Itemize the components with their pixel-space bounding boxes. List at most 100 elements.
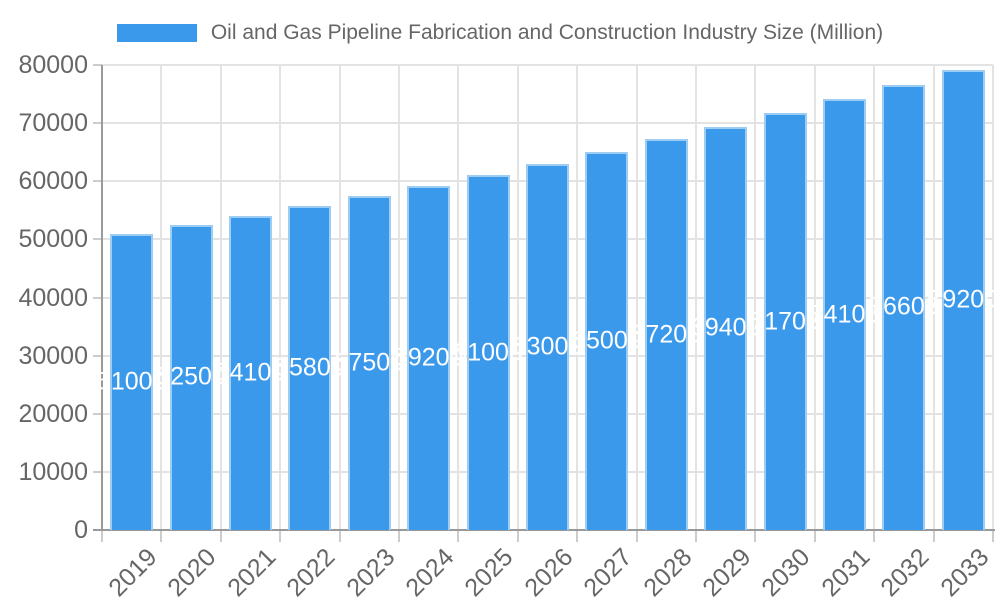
- x-axis-tick: [101, 530, 103, 542]
- y-grid-line: [102, 64, 993, 66]
- y-grid-line: [102, 122, 993, 125]
- x-tick-label: 2032: [875, 543, 935, 600]
- bar-value-label: 65000: [572, 326, 642, 355]
- y-axis-tick: [93, 354, 102, 357]
- x-tick-label: 2031: [816, 543, 876, 600]
- bar-value-label: 51000: [96, 367, 167, 396]
- x-grid-line: [398, 65, 400, 530]
- bar: [288, 205, 332, 530]
- y-tick-label: 40000: [18, 283, 88, 312]
- x-axis-tick: [576, 530, 579, 542]
- bar: [229, 215, 272, 530]
- x-tick-label: 2019: [103, 543, 163, 600]
- x-tick-label: 2020: [162, 543, 222, 600]
- bar-value-label: 76600: [869, 292, 939, 321]
- x-axis-tick: [635, 530, 638, 542]
- legend-swatch-icon[interactable]: [116, 24, 197, 42]
- y-axis-tick: [93, 64, 102, 66]
- bar: [941, 69, 985, 530]
- x-grid-line: [932, 65, 935, 530]
- x-grid-line: [160, 65, 163, 530]
- y-tick-label: 60000: [18, 167, 88, 196]
- x-tick-label: 2022: [281, 543, 341, 600]
- bar-value-label: 71700: [750, 307, 820, 336]
- bar-value-label: 67200: [631, 320, 702, 349]
- bar: [644, 139, 688, 530]
- y-axis-tick: [93, 296, 102, 299]
- x-axis-line: [93, 529, 995, 531]
- y-axis-tick: [93, 470, 102, 473]
- bar: [704, 126, 748, 530]
- x-axis-tick: [457, 530, 460, 542]
- bar: [585, 152, 629, 530]
- x-tick-label: 2024: [400, 543, 460, 600]
- x-axis-tick: [279, 530, 282, 542]
- x-tick-label: 2027: [578, 543, 638, 600]
- y-axis-tick: [93, 412, 102, 415]
- x-axis-tick: [219, 530, 222, 542]
- x-grid-line: [576, 65, 579, 530]
- bar: [407, 185, 451, 530]
- y-tick-label: 0: [74, 516, 88, 544]
- x-tick-label: 2021: [222, 543, 282, 600]
- bar: [882, 84, 926, 530]
- x-grid-line: [873, 65, 876, 530]
- bar: [110, 233, 154, 530]
- y-axis-line: [101, 65, 103, 530]
- x-grid-line: [279, 65, 282, 530]
- y-tick-label: 70000: [18, 109, 88, 138]
- x-grid-line: [338, 65, 341, 530]
- x-axis-tick: [695, 530, 697, 542]
- x-axis-tick: [932, 530, 935, 542]
- legend-label[interactable]: Oil and Gas Pipeline Fabrication and Con…: [210, 21, 884, 44]
- bar-value-label: 55800: [275, 353, 345, 382]
- y-tick-label: 30000: [18, 341, 88, 370]
- x-grid-line: [635, 65, 638, 530]
- x-tick-label: 2025: [459, 543, 519, 600]
- x-tick-label: 2023: [340, 543, 401, 600]
- y-axis-tick: [93, 238, 102, 241]
- x-axis-tick: [992, 530, 994, 542]
- bar-value-label: 61000: [453, 338, 523, 367]
- x-grid-line: [813, 65, 816, 530]
- x-grid-line: [219, 65, 222, 530]
- bar-value-label: 63000: [512, 332, 583, 361]
- x-tick-label: 2026: [519, 543, 579, 600]
- bar-value-label: 59200: [393, 343, 464, 372]
- x-axis-tick: [754, 530, 757, 542]
- x-grid-line: [695, 65, 697, 530]
- x-tick-label: 2033: [934, 543, 995, 600]
- bar: [526, 163, 569, 530]
- x-grid-line: [754, 65, 757, 530]
- x-axis-tick: [338, 530, 341, 542]
- bar: [169, 224, 213, 530]
- y-tick-label: 20000: [18, 399, 88, 428]
- x-axis-tick: [813, 530, 816, 542]
- y-tick-label: 10000: [18, 457, 88, 486]
- bar-value-label: 79200: [928, 285, 999, 314]
- x-tick-label: 2030: [756, 543, 816, 600]
- y-axis-tick: [93, 122, 102, 125]
- bar-value-label: 57500: [334, 348, 405, 377]
- x-grid-line: [457, 65, 460, 530]
- x-axis-tick: [873, 530, 876, 542]
- x-axis-tick: [516, 530, 519, 542]
- y-tick-label: 80000: [18, 51, 88, 79]
- y-tick-label: 50000: [18, 225, 88, 254]
- bar-value-label: 52500: [156, 362, 226, 391]
- bar: [466, 175, 510, 530]
- bar: [823, 99, 866, 530]
- bar: [763, 113, 807, 530]
- chart-legend[interactable]: Oil and Gas Pipeline Fabrication and Con…: [0, 15, 1000, 51]
- y-axis-tick: [93, 180, 102, 183]
- x-tick-label: 2028: [637, 543, 698, 600]
- x-tick-label: 2029: [697, 543, 757, 600]
- bar-value-label: 54100: [215, 358, 286, 387]
- bar-value-label: 74100: [809, 300, 880, 329]
- bar: [347, 195, 391, 530]
- x-axis-tick: [398, 530, 400, 542]
- bar-value-label: 69400: [690, 313, 761, 342]
- x-axis-tick: [160, 530, 163, 542]
- x-grid-line: [992, 65, 994, 530]
